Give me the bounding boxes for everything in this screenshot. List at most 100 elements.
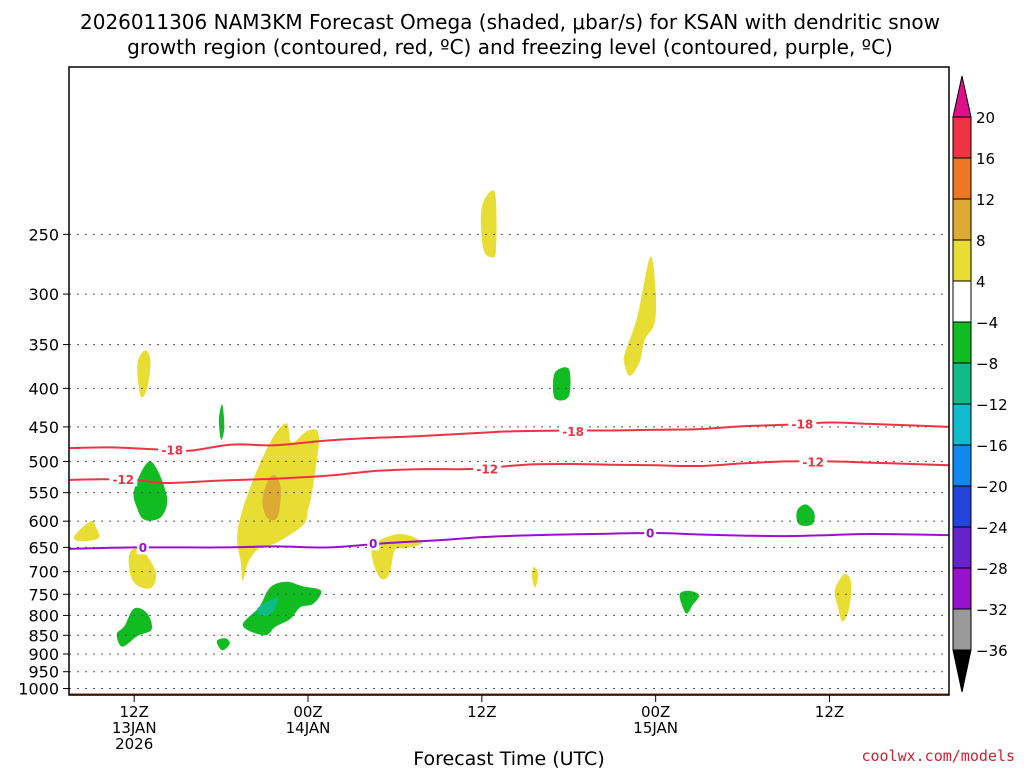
colorbar-label: −24 bbox=[976, 519, 1008, 537]
omega-region bbox=[242, 581, 322, 636]
pressure-gridlines bbox=[69, 233, 949, 690]
colorbar-label: 20 bbox=[976, 109, 995, 127]
contour-label: -18 bbox=[562, 425, 584, 439]
x-tick-label: 12Z bbox=[815, 703, 844, 721]
contour-label: -18 bbox=[161, 444, 183, 458]
contour-line bbox=[68, 531, 950, 550]
contour-label-bg bbox=[473, 462, 502, 477]
contour-label-bg bbox=[109, 472, 138, 487]
colorbar-label: 12 bbox=[976, 191, 995, 209]
contour-label-bg bbox=[644, 525, 657, 540]
contour-label: -18 bbox=[791, 417, 813, 431]
y-tick-label: 650 bbox=[28, 538, 59, 557]
y-tick-label: 550 bbox=[28, 484, 59, 503]
y-axis-pressure-ticks: 2503003504004505005506006507007508008509… bbox=[18, 225, 69, 699]
colorbar-swatch bbox=[952, 239, 972, 282]
colorbar-label: −16 bbox=[976, 437, 1008, 455]
y-tick-label: 250 bbox=[28, 225, 59, 244]
colorbar-swatch bbox=[952, 526, 972, 569]
y-tick-label: 400 bbox=[28, 379, 59, 398]
y-tick-label: 900 bbox=[28, 645, 59, 664]
colorbar-swatch bbox=[952, 444, 972, 487]
omega-region bbox=[679, 590, 700, 614]
temperature-contours: -18 -18 -18 -12 -12 -12 0 0 0 bbox=[68, 416, 950, 555]
colorbar-bottom-arrow bbox=[952, 649, 972, 693]
colorbar: 20 16 12 8 4 −4 −8 −12 −16 −20 −24 −28 −32 −36 bbox=[952, 75, 1008, 693]
y-tick-label: 450 bbox=[28, 418, 59, 437]
colorbar-swatch bbox=[952, 116, 972, 159]
colorbar-label: −32 bbox=[976, 601, 1008, 619]
omega-region bbox=[116, 607, 153, 647]
colorbar-label: −12 bbox=[976, 396, 1008, 414]
colorbar-swatch bbox=[952, 198, 972, 241]
omega-region bbox=[133, 461, 168, 521]
colorbar-label: −28 bbox=[976, 560, 1008, 578]
y-tick-label: 950 bbox=[28, 663, 59, 682]
colorbar-swatch bbox=[952, 485, 972, 528]
colorbar-swatch bbox=[952, 280, 972, 323]
omega-region bbox=[623, 256, 657, 376]
colorbar-label: 16 bbox=[976, 150, 995, 168]
chart-title-line2: growth region (contoured, red, ºC) and f… bbox=[127, 35, 893, 59]
x-tick-label: 13JAN bbox=[112, 719, 157, 737]
colorbar-label: 4 bbox=[976, 273, 986, 291]
contour-label: 0 bbox=[369, 537, 377, 551]
omega-shaded-regions bbox=[73, 190, 852, 651]
x-tick-label: 14JAN bbox=[286, 719, 331, 737]
contour-label: 0 bbox=[139, 541, 147, 555]
colorbar-label: 8 bbox=[976, 232, 986, 250]
colorbar-swatch bbox=[952, 608, 972, 651]
contour-label: -12 bbox=[112, 473, 134, 487]
colorbar-swatch bbox=[952, 567, 972, 610]
x-tick-label: 12Z bbox=[467, 703, 496, 721]
contour-label-bg bbox=[367, 536, 380, 551]
omega-region bbox=[531, 566, 539, 588]
y-tick-label: 700 bbox=[28, 563, 59, 582]
omega-region bbox=[834, 573, 852, 622]
colorbar-swatch bbox=[952, 403, 972, 446]
contour-label: 0 bbox=[646, 526, 654, 540]
omega-region bbox=[262, 475, 281, 521]
y-tick-label: 850 bbox=[28, 626, 59, 645]
omega-region bbox=[796, 504, 815, 526]
omega-region bbox=[256, 598, 278, 617]
source-credit[interactable]: coolwx.com/models bbox=[861, 747, 1015, 765]
omega-region bbox=[216, 638, 230, 651]
contour-label-bg bbox=[559, 424, 588, 439]
colorbar-swatch bbox=[952, 362, 972, 405]
x-axis-label: Forecast Time (UTC) bbox=[413, 748, 604, 768]
omega-region bbox=[218, 404, 225, 440]
colorbar-label: −20 bbox=[976, 478, 1008, 496]
omega-region bbox=[552, 367, 571, 401]
contour-label-bg bbox=[136, 540, 149, 555]
contour-label: -12 bbox=[802, 456, 824, 470]
colorbar-label: −4 bbox=[976, 314, 998, 332]
contour-label-bg bbox=[799, 455, 828, 470]
omega-region bbox=[137, 350, 151, 398]
colorbar-swatch bbox=[952, 321, 972, 364]
y-tick-label: 300 bbox=[28, 285, 59, 304]
contour-label-bg bbox=[788, 416, 817, 431]
y-tick-label: 1000 bbox=[18, 680, 59, 699]
contour-label: -12 bbox=[476, 463, 498, 477]
colorbar-label: −36 bbox=[976, 642, 1008, 660]
contour-line bbox=[68, 421, 950, 453]
y-tick-label: 500 bbox=[28, 452, 59, 471]
y-tick-label: 800 bbox=[28, 606, 59, 625]
omega-region bbox=[73, 520, 100, 542]
y-tick-label: 750 bbox=[28, 585, 59, 604]
terrain-below-ground bbox=[69, 693, 949, 695]
y-tick-label: 350 bbox=[28, 336, 59, 355]
omega-region bbox=[480, 190, 497, 258]
colorbar-label: −8 bbox=[976, 355, 998, 373]
plot-frame bbox=[68, 66, 950, 696]
x-tick-label: 2026 bbox=[115, 735, 153, 753]
contour-label-bg bbox=[158, 443, 187, 458]
x-tick-label: 12Z bbox=[119, 703, 148, 721]
chart-title-line1: 2026011306 NAM3KM Forecast Omega (shaded… bbox=[80, 10, 940, 34]
colorbar-swatch bbox=[952, 157, 972, 200]
omega-region bbox=[128, 548, 157, 589]
colorbar-top-arrow bbox=[952, 75, 972, 118]
